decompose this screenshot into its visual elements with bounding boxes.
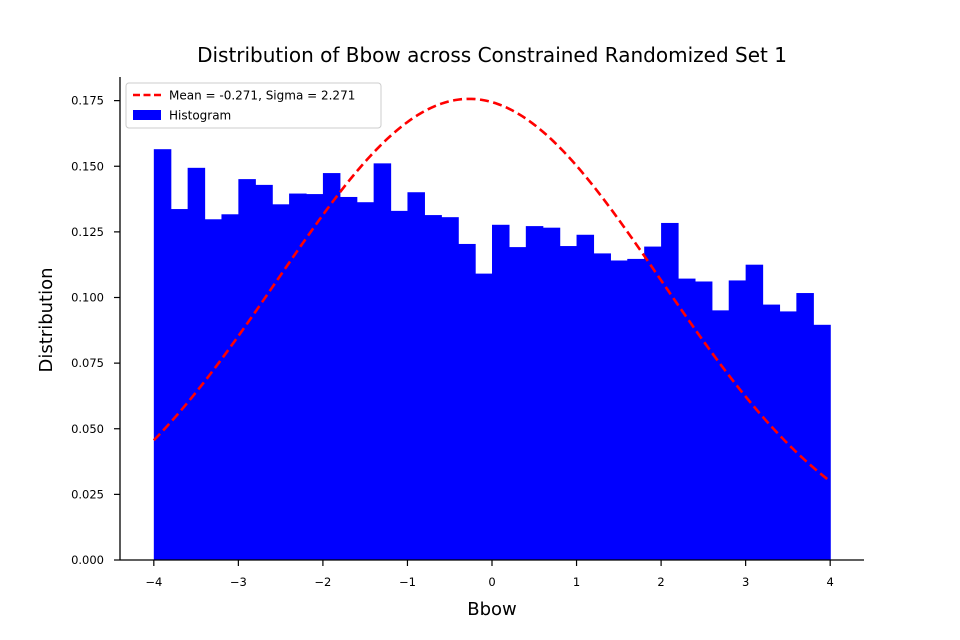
histogram-bar — [779, 311, 797, 560]
chart-legend: Mean = -0.271, Sigma = 2.271 Histogram — [125, 82, 382, 129]
histogram-bar — [322, 173, 341, 560]
legend-histogram-swatch — [133, 110, 161, 120]
histogram-bar — [694, 281, 713, 560]
y-tick-label: 0.150 — [71, 159, 104, 173]
histogram-bar — [339, 196, 358, 560]
histogram-bar — [661, 222, 679, 560]
x-axis-ticks: −4 −3 −2 −1 0 1 2 3 4 — [145, 560, 834, 589]
histogram-bar — [542, 227, 561, 561]
y-tick-label: 0.100 — [71, 291, 104, 305]
histogram-bar — [644, 246, 662, 560]
histogram-bar — [272, 204, 290, 560]
histogram-bar — [711, 310, 730, 560]
x-tick-label: 2 — [657, 575, 664, 589]
histogram-bar — [678, 278, 696, 560]
histogram-bar — [813, 324, 831, 560]
x-tick-label: −4 — [145, 575, 162, 589]
histogram-bar — [593, 253, 611, 560]
histogram-bar — [610, 260, 628, 560]
legend-fit-label: Mean = -0.271, Sigma = 2.271 — [169, 89, 355, 103]
y-tick-label: 0.125 — [71, 225, 104, 239]
histogram-bar — [356, 202, 375, 560]
histogram-bar — [407, 192, 425, 561]
histogram-bar — [508, 247, 527, 560]
histogram-bar — [576, 234, 595, 560]
y-tick-label: 0.175 — [71, 94, 104, 108]
histogram-bar — [627, 258, 645, 560]
y-tick-label: 0.025 — [71, 487, 104, 501]
histogram-bar — [475, 273, 493, 560]
histogram-bar — [559, 246, 578, 561]
histogram-bar — [424, 215, 442, 560]
histogram-bar — [458, 243, 476, 560]
x-tick-label: 0 — [488, 575, 495, 589]
fit-curve-line — [152, 97, 831, 483]
histogram-bar — [204, 219, 223, 560]
histogram-bar — [153, 149, 172, 560]
histogram-bar — [255, 184, 273, 560]
histogram-bar — [221, 214, 239, 560]
histogram-bar — [525, 226, 544, 560]
x-tick-label: 3 — [742, 575, 749, 589]
histogram-bar — [745, 264, 764, 560]
x-tick-label: 1 — [573, 575, 580, 589]
histogram-bar — [289, 193, 307, 561]
x-tick-label: −3 — [230, 575, 247, 589]
histogram-bar — [170, 209, 189, 560]
chart-title: Distribution of Bbow across Constrained … — [197, 43, 787, 67]
histogram-bar — [796, 293, 814, 560]
histogram-bar — [306, 194, 324, 560]
y-tick-label: 0.050 — [71, 422, 104, 436]
y-axis-label: Distribution — [36, 267, 57, 372]
x-tick-label: −1 — [399, 575, 416, 589]
x-axis-label: Bbow — [467, 599, 517, 620]
legend-frame — [125, 82, 382, 129]
histogram-bar — [390, 210, 409, 560]
histogram-bar — [373, 163, 392, 561]
histogram-bar — [728, 280, 747, 560]
histogram-bar — [187, 167, 206, 560]
y-tick-label: 0.075 — [71, 356, 104, 370]
x-tick-label: −2 — [314, 575, 331, 589]
y-tick-label: 0.000 — [71, 553, 104, 567]
histogram-bars — [153, 149, 831, 561]
x-tick-label: 4 — [827, 575, 834, 589]
histogram-bar — [441, 217, 459, 561]
histogram-bar — [238, 179, 256, 561]
histogram-bar — [762, 304, 781, 560]
y-axis-ticks: 0.000 0.025 0.050 0.075 0.100 0.125 0.150 0.175 — [71, 94, 120, 567]
legend-histogram-label: Histogram — [169, 109, 231, 123]
histogram-bar — [492, 224, 510, 560]
